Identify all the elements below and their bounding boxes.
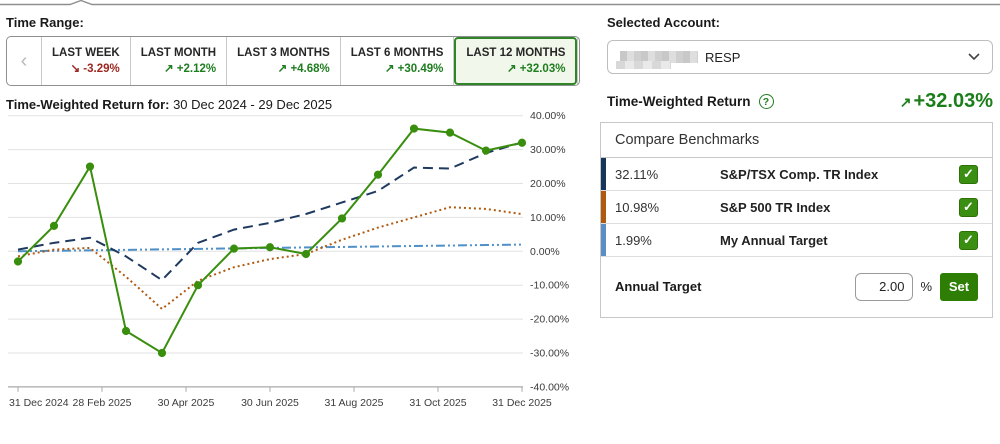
benchmark-return: 1.99% [615, 232, 652, 248]
benchmark-checkbox[interactable]: ✓ [959, 164, 978, 184]
arrow-up-right-icon: ↗ [899, 94, 912, 110]
benchmark-return: 32.11% [615, 166, 659, 182]
arrow-down-right-icon: ↘ [70, 63, 81, 75]
prev-range-button[interactable]: ‹ [7, 37, 42, 85]
tab-last-12-months[interactable]: LAST 12 MONTHS ↗ +32.03% [454, 37, 578, 85]
svg-text:40.00%: 40.00% [530, 112, 566, 122]
svg-text:-20.00%: -20.00% [530, 314, 569, 326]
arrow-up-right-icon: ↗ [163, 63, 174, 75]
svg-text:31 Dec 2024: 31 Dec 2024 [9, 397, 69, 409]
series-color-bar [601, 158, 606, 190]
compare-benchmarks-title: Compare Benchmarks [601, 123, 992, 158]
benchmark-name: S&P/TSX Comp. TR Index [720, 166, 879, 182]
twr-chart: 40.00% 30.00% 20.00% 10.00% 0.00% -10.00% -20.… [8, 112, 569, 409]
next-range-button[interactable]: › [577, 37, 579, 85]
svg-text:28 Feb 2025: 28 Feb 2025 [73, 397, 132, 409]
benchmark-checkbox[interactable]: ✓ [959, 230, 978, 250]
svg-text:10.00%: 10.00% [530, 212, 566, 224]
twr-summary-row: Time-Weighted Return ? ↗ +32.03% [607, 90, 993, 113]
svg-text:31 Oct 2025: 31 Oct 2025 [409, 397, 466, 409]
tab-label: LAST WEEK [52, 47, 120, 59]
series-color-bar [601, 191, 606, 223]
arrow-up-right-icon: ↗ [384, 63, 395, 75]
percent-unit-label: % [920, 279, 932, 294]
tab-label: LAST MONTH [140, 47, 217, 59]
chevron-down-icon [968, 48, 980, 66]
tab-last-month[interactable]: LAST MONTH ↗ +2.12% [131, 37, 228, 85]
benchmark-row-tsx: 32.11% S&P/TSX Comp. TR Index ✓ [601, 158, 992, 191]
svg-text:30 Apr 2025: 30 Apr 2025 [158, 397, 215, 409]
svg-text:-40.00%: -40.00% [530, 381, 569, 393]
annual-target-row: Annual Target % Set [601, 257, 992, 316]
tab-return-value: ↗ +32.03% [506, 63, 566, 75]
account-dropdown[interactable]: RESP [607, 40, 993, 74]
tab-label: LAST 3 MONTHS [237, 47, 330, 59]
twr-value: ↗ +32.03% [899, 90, 993, 112]
svg-text:-10.00%: -10.00% [530, 280, 569, 292]
tab-return-value: ↘ -3.29% [70, 63, 120, 75]
benchmark-return: 10.98% [615, 199, 660, 215]
tab-last-6-months[interactable]: LAST 6 MONTHS ↗ +30.49% [341, 37, 455, 85]
benchmark-row-sp500: 10.98% S&P 500 TR Index ✓ [601, 191, 992, 224]
annual-target-label: Annual Target [615, 279, 702, 294]
benchmark-row-annual-target: 1.99% My Annual Target ✓ [601, 224, 992, 257]
twr-label: Time-Weighted Return [607, 94, 751, 109]
account-name-visible: RESP [705, 49, 741, 65]
tab-label: LAST 6 MONTHS [350, 47, 444, 59]
arrow-up-right-icon: ↗ [506, 63, 517, 75]
tab-return-value: ↗ +4.68% [277, 63, 330, 75]
svg-text:31 Aug 2025: 31 Aug 2025 [325, 397, 384, 409]
annual-target-input[interactable] [855, 272, 914, 301]
svg-text:0.00%: 0.00% [530, 246, 560, 258]
compare-benchmarks-panel: Compare Benchmarks 32.11% S&P/TSX Comp. … [600, 122, 993, 318]
set-target-button[interactable]: Set [940, 272, 978, 301]
benchmark-name: S&P 500 TR Index [720, 199, 831, 215]
benchmark-checkbox[interactable]: ✓ [959, 197, 978, 217]
svg-text:31 Dec 2025: 31 Dec 2025 [492, 397, 552, 409]
chart-title-label: Time-Weighted Return for: [6, 97, 170, 112]
help-icon[interactable]: ? [758, 94, 774, 109]
tab-last-week[interactable]: LAST WEEK ↘ -3.29% [42, 37, 131, 85]
chevron-left-icon: ‹ [20, 49, 28, 72]
tab-return-value: ↗ +30.49% [384, 63, 444, 75]
chart-date-range: 30 Dec 2024 - 29 Dec 2025 [169, 97, 333, 112]
svg-text:-30.00%: -30.00% [530, 348, 569, 360]
panel-pointer-notch [0, 0, 1000, 6]
selected-account-label: Selected Account: [607, 15, 720, 30]
redacted-account-name [616, 51, 698, 69]
arrow-up-right-icon: ↗ [277, 63, 288, 75]
tab-return-value: ↗ +2.12% [163, 63, 217, 75]
time-range-tabbar: ‹ LAST WEEK ↘ -3.29% LAST MONTH ↗ +2.12%… [6, 36, 580, 86]
svg-text:20.00%: 20.00% [530, 178, 566, 190]
svg-text:30.00%: 30.00% [530, 144, 566, 156]
series-color-bar [601, 224, 606, 256]
time-range-label: Time Range: [6, 15, 84, 30]
tab-label: LAST 12 MONTHS [466, 47, 566, 59]
benchmark-name: My Annual Target [720, 232, 828, 248]
svg-text:30 Jun 2025: 30 Jun 2025 [241, 397, 299, 409]
tab-last-3-months[interactable]: LAST 3 MONTHS ↗ +4.68% [227, 37, 341, 85]
chart-title: Time-Weighted Return for: 30 Dec 2024 - … [6, 97, 332, 112]
